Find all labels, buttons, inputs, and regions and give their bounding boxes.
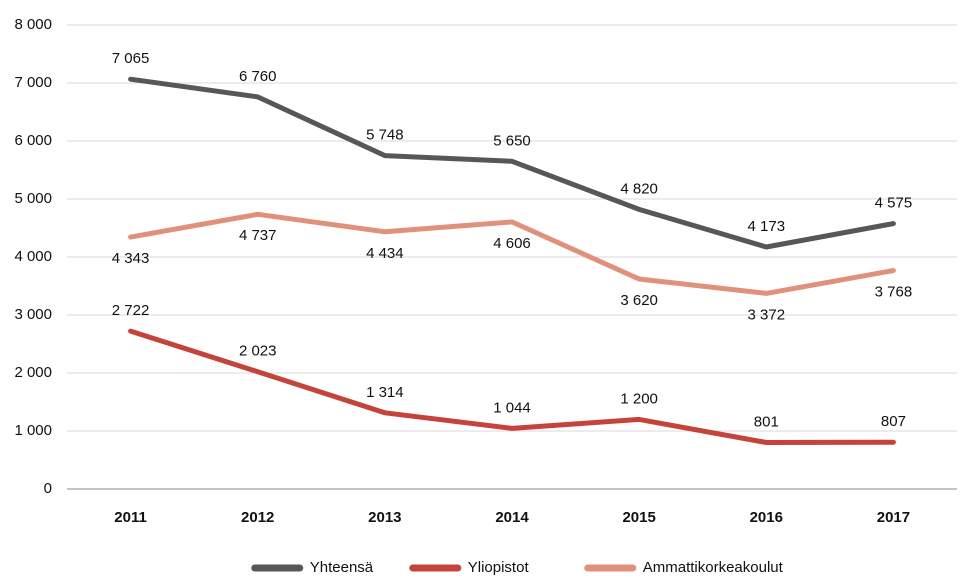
x-tick-label: 2011 — [114, 509, 147, 526]
y-tick-label: 8 000 — [14, 16, 52, 33]
y-tick-label: 2 000 — [14, 364, 52, 381]
x-tick-label: 2012 — [241, 509, 274, 526]
legend-label: Yhteensä — [310, 559, 374, 576]
legend-label: Yliopistot — [468, 559, 530, 576]
data-label: 5 748 — [366, 127, 404, 144]
data-label: 3 620 — [620, 292, 658, 309]
y-tick-label: 7 000 — [14, 74, 52, 91]
data-label: 4 606 — [493, 235, 531, 252]
y-tick-label: 3 000 — [14, 306, 52, 323]
data-label: 7 065 — [112, 50, 150, 67]
y-tick-label: 1 000 — [14, 422, 52, 439]
data-label: 3 372 — [748, 306, 786, 323]
data-label: 2 722 — [112, 302, 150, 319]
x-tick-label: 2016 — [750, 509, 783, 526]
x-tick-label: 2013 — [368, 509, 401, 526]
data-label: 4 173 — [748, 218, 786, 235]
data-label: 4 820 — [620, 180, 658, 197]
y-tick-label: 0 — [44, 480, 52, 497]
data-label: 4 737 — [239, 227, 277, 244]
line — [128, 328, 896, 445]
y-tick-label: 6 000 — [14, 132, 52, 149]
data-label: 4 343 — [112, 250, 150, 267]
line — [128, 76, 896, 250]
data-label: 5 650 — [493, 132, 531, 149]
data-label: 4 434 — [366, 245, 404, 262]
data-label: 3 768 — [875, 283, 913, 300]
x-tick-label: 2014 — [495, 509, 529, 526]
data-label: 807 — [881, 413, 906, 430]
data-label: 801 — [754, 414, 779, 431]
data-label: 6 760 — [239, 68, 277, 85]
data-label: 1 314 — [366, 384, 404, 401]
y-tick-label: 5 000 — [14, 190, 52, 207]
data-label: 2 023 — [239, 343, 277, 360]
data-label: 1 044 — [493, 399, 531, 416]
x-tick-label: 2017 — [877, 509, 910, 526]
legend-label: Ammattikorkeakoulut — [643, 559, 784, 576]
y-tick-label: 4 000 — [14, 248, 52, 265]
x-tick-label: 2015 — [622, 509, 655, 526]
line — [128, 211, 896, 296]
data-label: 4 575 — [875, 195, 913, 212]
data-label: 1 200 — [620, 390, 658, 407]
